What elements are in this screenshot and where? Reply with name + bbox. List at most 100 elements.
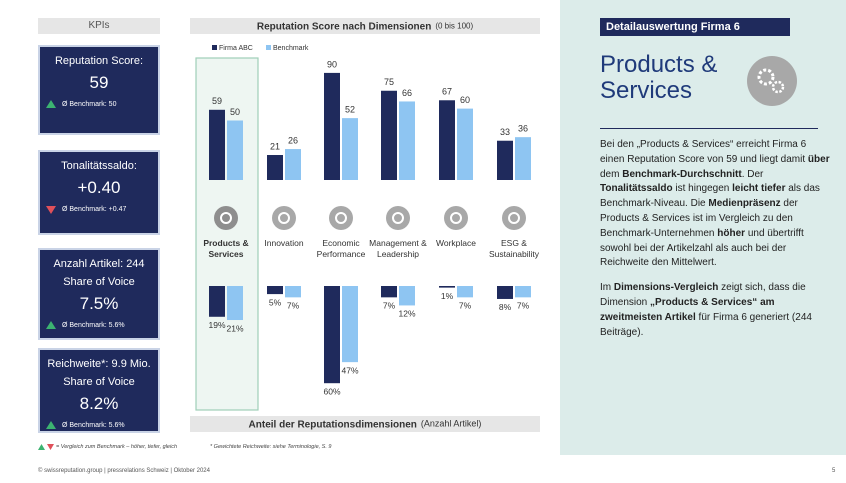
bar xyxy=(439,100,455,180)
trend-arrow xyxy=(46,100,56,108)
kpi-box: Tonalitätssaldo: +0.40 Ø Benchmark: +0.47 xyxy=(38,150,160,235)
bold-text: höher xyxy=(717,227,746,239)
chart-subtitle: (0 bis 100) xyxy=(435,22,473,31)
kpi-label: Anzahl Artikel: 244 xyxy=(53,258,145,270)
x-tick-label: ESG & Sustainability xyxy=(488,238,540,259)
category-icon-inner xyxy=(220,212,232,224)
kpi-box: Anzahl Artikel: 244 Share of Voice 7.5% Ø B… xyxy=(38,248,160,340)
chart-subtitle: (Anzahl Artikel) xyxy=(421,419,482,429)
category-icon xyxy=(272,206,296,230)
kpi-label: Reputation Score: xyxy=(54,55,144,67)
text: Bei den „Products & Services“ erreicht F… xyxy=(600,139,808,165)
kpi-box: Reputation Score: 59 Ø Benchmark: 50 xyxy=(38,45,160,135)
data-label: 66 xyxy=(402,88,412,98)
bar xyxy=(285,149,301,180)
data-label: 50 xyxy=(230,107,240,117)
data-label: 21 xyxy=(270,141,280,151)
text: der Products & Services ist im Vergleich… xyxy=(600,198,798,239)
bar xyxy=(227,120,243,180)
chart-header: Anteil der Reputationsdimensionen (Anzahl… xyxy=(249,419,482,430)
data-label: 19% xyxy=(208,320,225,330)
kpi-value: 7.5% xyxy=(79,294,119,313)
category-icon-inner xyxy=(450,212,462,224)
data-label: 5% xyxy=(269,297,282,307)
bar xyxy=(497,140,513,180)
footer: © swissreputation.group | pressrelations… xyxy=(38,468,210,474)
data-label: 47% xyxy=(341,365,358,375)
text: . Der xyxy=(741,168,764,180)
x-tick-label: Innovation xyxy=(264,238,304,248)
data-label: 52 xyxy=(345,104,355,114)
text: ist hingegen xyxy=(672,183,733,195)
data-label: 67 xyxy=(442,87,452,97)
kpi-benchmark: Ø Benchmark: 5.6% xyxy=(40,321,158,329)
chart-header: Reputation Score nach Dimensionen (0 bis … xyxy=(257,21,474,32)
detail-text: Bei den „Products & Services“ erreicht F… xyxy=(600,138,832,350)
bar xyxy=(324,72,340,180)
chart: Reputation Score nach Dimensionen (0 bis … xyxy=(190,18,540,432)
data-label: 26 xyxy=(288,135,298,145)
bar xyxy=(209,109,225,180)
kpi-benchmark: Ø Benchmark: +0.47 xyxy=(40,206,158,214)
chart-title: Reputation Score nach Dimensionen xyxy=(257,21,431,32)
bold-text: Dimensions-Vergleich xyxy=(613,282,719,294)
data-label: 8% xyxy=(499,302,512,312)
paragraph: Bei den „Products & Services“ erreicht F… xyxy=(600,138,832,271)
bold-text: leicht tiefer xyxy=(732,183,786,195)
chart-header-bg xyxy=(190,416,540,432)
kpi-label: Reichweite*: 9.9 Mio. xyxy=(47,358,151,370)
bar xyxy=(324,286,340,384)
data-label: 21% xyxy=(226,323,243,333)
bar xyxy=(439,286,455,288)
category-icon xyxy=(444,206,468,230)
bar xyxy=(399,286,415,306)
chart-header-bg xyxy=(190,18,540,34)
note: = Vergleich zum Benchmark – höher, tiefe… xyxy=(56,444,178,450)
x-tick-label: Workplace xyxy=(436,238,476,248)
category-icon-inner xyxy=(335,212,347,224)
kpi-label: Tonalitätssaldo: xyxy=(61,160,137,172)
bold-text: „Products & Services“ am zweitmeisten Ar… xyxy=(600,296,775,323)
bar xyxy=(209,286,225,317)
bar xyxy=(381,90,397,180)
bar xyxy=(457,286,473,298)
detail-panel: Detailauswertung Firma 6 Products & Serv… xyxy=(560,0,846,455)
page-number: 5 xyxy=(832,468,836,474)
text: als das Benchmark-Niveau. Die xyxy=(600,183,820,210)
bar xyxy=(515,137,531,180)
data-label: 7% xyxy=(383,301,396,311)
trend-arrow xyxy=(46,321,56,329)
category-icon-inner xyxy=(278,212,290,224)
text: zeigt sich, dass die Dimension xyxy=(600,282,806,308)
bold-text: Tonalitätssaldo xyxy=(600,183,673,195)
legend-label: Firma ABC xyxy=(219,45,253,52)
bar xyxy=(399,101,415,180)
legend-swatch xyxy=(212,45,217,50)
bar xyxy=(227,286,243,321)
data-label: 90 xyxy=(327,59,337,69)
data-label: 60% xyxy=(323,386,340,396)
data-label: 7% xyxy=(287,301,300,311)
data-label: 33 xyxy=(500,127,510,137)
detail-header: Detailauswertung Firma 6 xyxy=(600,18,790,36)
detail-title: Products & Services xyxy=(600,51,718,104)
paragraph: Im Dimensions-Vergleich zeigt sich, dass… xyxy=(600,281,832,340)
data-label: 7% xyxy=(517,301,530,311)
kpi-benchmark: Ø Benchmark: 50 xyxy=(40,100,158,108)
highlight-box xyxy=(195,57,259,411)
kpi-box: Reichweite*: 9.9 Mio. Share of Voice 8.2% Ø… xyxy=(38,348,160,433)
text: dem xyxy=(600,168,623,180)
bar xyxy=(497,286,513,299)
kpi-value: 8.2% xyxy=(79,394,119,413)
kpi-sublabel: Share of Voice xyxy=(63,376,135,388)
chart-title: Anteil der Reputationsdimensionen xyxy=(249,419,417,430)
text: und übertrifft sowohl bei der Artikelzah… xyxy=(600,227,804,269)
category-icon-inner xyxy=(392,212,404,224)
bold-text: Benchmark-Durchschnitt xyxy=(622,168,742,180)
category-icon xyxy=(502,206,526,230)
category-icon xyxy=(214,206,238,230)
data-label: 7% xyxy=(459,301,472,311)
category-icon xyxy=(386,206,410,230)
data-label: 75 xyxy=(384,77,394,87)
